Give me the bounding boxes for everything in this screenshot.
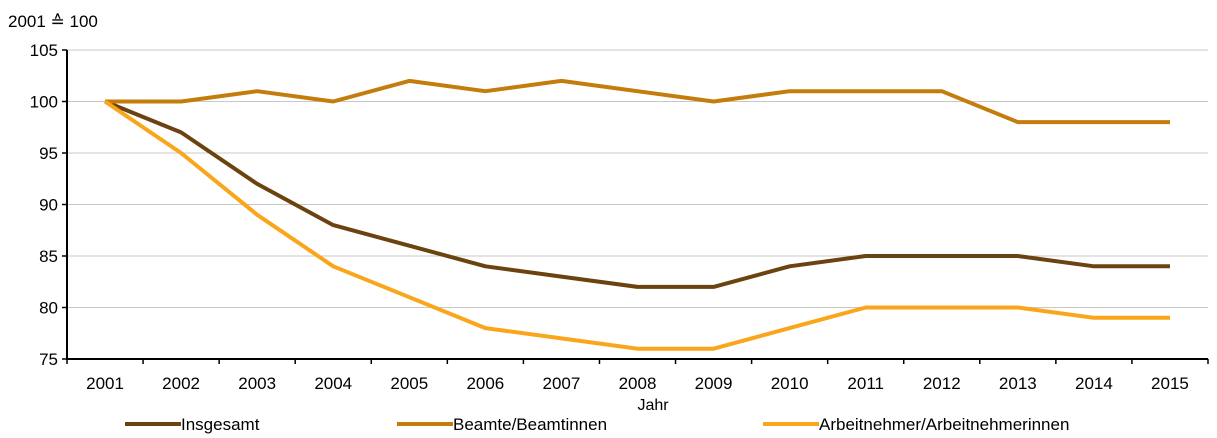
y-tick-label: 75 <box>39 350 58 369</box>
x-tick-label: 2010 <box>771 374 809 393</box>
x-tick-label: 2014 <box>1075 374 1113 393</box>
y-tick-label: 95 <box>39 144 58 163</box>
y-tick-label: 90 <box>39 196 58 215</box>
y-tick-label: 105 <box>30 41 58 60</box>
x-tick-label: 2002 <box>162 374 200 393</box>
x-tick-label: 2007 <box>543 374 581 393</box>
y-axis-ticks: 75 80 85 90 95 100 105 <box>30 41 67 369</box>
x-tick-label: 2011 <box>847 374 884 393</box>
unit-label: 2001 ≙ 100 <box>8 12 98 31</box>
y-tick-label: 85 <box>39 247 58 266</box>
legend: Insgesamt Beamte/Beamtinnen Arbeitnehmer/A… <box>125 415 1069 434</box>
x-tick-label: 2001 <box>86 374 124 393</box>
x-tick-label: 2006 <box>466 374 504 393</box>
series-line-3 <box>103 99 1170 351</box>
legend-label-1: Insgesamt <box>181 415 260 434</box>
grid-lines <box>67 49 1208 308</box>
x-tick-label: 2013 <box>999 374 1037 393</box>
series-line-2 <box>105 78 1170 125</box>
x-tick-label: 2015 <box>1151 374 1189 393</box>
series-line-1 <box>104 99 1170 289</box>
x-tick-label: 2003 <box>238 374 276 393</box>
x-tick-label: 2005 <box>390 374 428 393</box>
x-axis-ticks: 2001 2002 2003 2004 2005 2006 2007 2008 2009 2010… <box>66 359 1209 393</box>
x-axis-label: Jahr <box>637 397 669 414</box>
legend-label-3: Arbeitnehmer/Arbeitnehmerinnen <box>819 415 1069 434</box>
legend-label-2: Beamte/Beamtinnen <box>453 415 607 434</box>
y-tick-label: 100 <box>30 93 58 112</box>
x-tick-label: 2004 <box>314 374 352 393</box>
series-lines <box>103 78 1170 351</box>
x-tick-label: 2008 <box>619 374 657 393</box>
x-tick-label: 2012 <box>923 374 961 393</box>
y-tick-label: 80 <box>39 299 58 318</box>
x-tick-label: 2009 <box>695 374 733 393</box>
